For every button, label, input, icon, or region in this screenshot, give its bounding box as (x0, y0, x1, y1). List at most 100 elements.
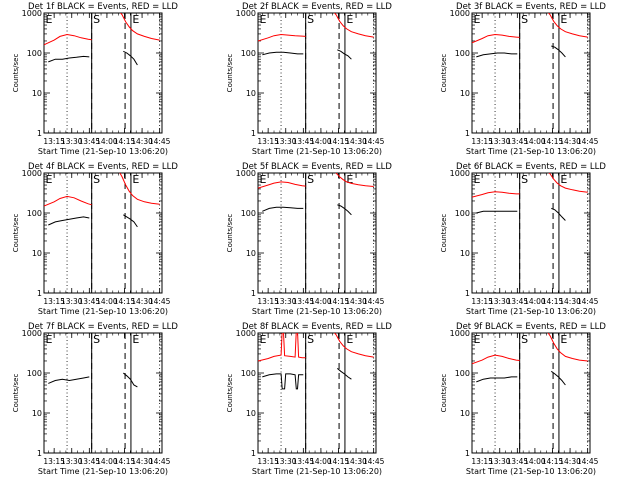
chart-title: Det 2f BLACK = Events, RED = LLD (242, 2, 392, 12)
red-lld-line-1 (547, 333, 588, 362)
y-tick-label: 1000 (236, 169, 256, 178)
x-tick-label: 14:15 (328, 297, 350, 306)
red-lld-line-0 (472, 33, 520, 44)
chart-panel-8: Det 8f BLACK = Events, RED = LLD 1 10 100 10… (226, 322, 392, 476)
black-events-line-0 (262, 373, 304, 390)
x-tick-label: 13:30 (489, 137, 511, 146)
x-axis-label: Start Time (21-Sep-10 13:06:20) (38, 307, 168, 316)
marker-label: S (93, 173, 100, 186)
x-tick-label: 13:30 (275, 137, 297, 146)
red-lld-line-0 (44, 195, 92, 207)
black-events-line-1 (551, 45, 566, 58)
y-tick-label: 100 (27, 209, 42, 218)
y-tick-label: 10 (246, 409, 256, 418)
y-tick-label: 1 (465, 289, 470, 298)
x-tick-label: 14:45 (149, 137, 171, 146)
y-tick-label: 1000 (22, 169, 42, 178)
red-lld-line-1 (548, 173, 588, 193)
red-lld-line-0 (258, 33, 306, 42)
y-tick-label: 10 (246, 249, 256, 258)
x-tick-label: 14:00 (96, 297, 118, 306)
y-axis-label: Counts/sec (226, 54, 234, 93)
y-tick-label: 1 (37, 289, 42, 298)
x-tick-label: 14:15 (542, 457, 564, 466)
y-tick-label: 100 (455, 49, 470, 58)
marker-label: E (346, 13, 353, 26)
y-tick-label: 10 (32, 409, 42, 418)
red-lld-line-0 (44, 33, 92, 46)
x-tick-label: 13:45 (293, 457, 315, 466)
marker-label: S (307, 13, 314, 26)
y-axis-label: Counts/sec (440, 54, 448, 93)
black-events-line-0 (48, 216, 90, 226)
x-tick-label: 14:30 (559, 297, 581, 306)
chart-title: Det 8f BLACK = Events, RED = LLD (242, 322, 392, 332)
plot-frame (471, 172, 591, 294)
marker-label: S (521, 333, 528, 346)
black-events-line-1 (123, 50, 138, 66)
y-tick-label: 10 (32, 249, 42, 258)
x-tick-label: 13:45 (79, 457, 101, 466)
marker-label: E (346, 333, 353, 346)
y-tick-label: 100 (455, 209, 470, 218)
x-tick-label: 14:45 (577, 137, 599, 146)
x-tick-label: 14:00 (310, 297, 332, 306)
y-tick-label: 1 (251, 449, 256, 458)
red-lld-line-1 (119, 13, 160, 41)
x-tick-label: 14:45 (577, 297, 599, 306)
x-tick-label: 14:30 (131, 137, 153, 146)
x-tick-label: 14:30 (345, 297, 367, 306)
red-lld-line-1 (333, 333, 374, 358)
black-events-line-0 (48, 55, 90, 63)
y-tick-label: 1 (465, 129, 470, 138)
marker-label: E (474, 13, 481, 26)
chart-panel-6: Det 6f BLACK = Events, RED = LLD 1 10 100 10… (440, 162, 606, 316)
x-axis-label: Start Time (21-Sep-10 13:06:20) (466, 307, 596, 316)
x-tick-label: 14:45 (577, 457, 599, 466)
y-tick-label: 100 (27, 369, 42, 378)
x-axis-label: Start Time (21-Sep-10 13:06:20) (252, 147, 382, 156)
x-tick-label: 13:15 (257, 137, 279, 146)
black-events-line-1 (122, 372, 138, 388)
marker-label: E (474, 333, 481, 346)
x-tick-label: 14:00 (310, 457, 332, 466)
x-tick-label: 13:30 (275, 457, 297, 466)
x-tick-label: 13:30 (489, 457, 511, 466)
marker-label: E (260, 173, 267, 186)
x-tick-label: 13:30 (275, 297, 297, 306)
plot-frame (43, 172, 163, 294)
plot-frame (43, 12, 163, 134)
red-lld-line-0 (472, 191, 520, 198)
x-tick-label: 13:15 (43, 457, 65, 466)
y-tick-label: 10 (32, 89, 42, 98)
marker-label: S (93, 13, 100, 26)
marker-label: S (307, 173, 314, 186)
red-lld-line-0 (258, 333, 306, 362)
chart-title: Det 7f BLACK = Events, RED = LLD (28, 322, 178, 332)
y-axis-label: Counts/sec (440, 214, 448, 253)
x-tick-label: 14:30 (131, 457, 153, 466)
y-tick-label: 1 (37, 129, 42, 138)
marker-label: E (560, 13, 567, 26)
x-tick-label: 13:45 (79, 297, 101, 306)
y-tick-label: 1000 (22, 9, 42, 18)
black-events-line-1 (551, 207, 566, 221)
x-axis-label: Start Time (21-Sep-10 13:06:20) (466, 467, 596, 476)
plot-frame (43, 332, 163, 454)
x-tick-label: 14:45 (363, 297, 385, 306)
y-tick-label: 1000 (236, 329, 256, 338)
y-tick-label: 10 (246, 89, 256, 98)
y-tick-label: 100 (27, 49, 42, 58)
chart-title: Det 9f BLACK = Events, RED = LLD (456, 322, 606, 332)
chart-title: Det 4f BLACK = Events, RED = LLD (28, 162, 178, 172)
x-tick-label: 13:15 (43, 297, 65, 306)
plot-frame (257, 12, 377, 134)
x-tick-label: 13:45 (507, 297, 529, 306)
black-events-line-0 (476, 376, 518, 383)
x-tick-label: 14:45 (363, 137, 385, 146)
marker-label: E (346, 173, 353, 186)
x-axis-label: Start Time (21-Sep-10 13:06:20) (38, 147, 168, 156)
x-tick-label: 14:45 (149, 457, 171, 466)
marker-label: E (560, 173, 567, 186)
